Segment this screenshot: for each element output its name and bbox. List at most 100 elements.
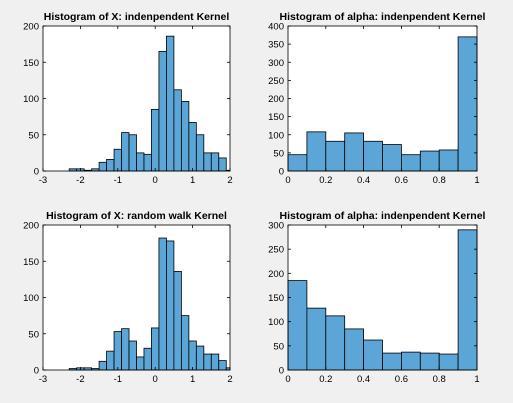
histogram-bar <box>128 134 137 172</box>
histogram-bar <box>180 101 190 172</box>
histogram-bar <box>173 270 182 371</box>
histogram-bar <box>188 122 197 172</box>
histogram-bar <box>195 345 205 371</box>
y-tick-label: 100 <box>268 317 284 328</box>
y-tick-label: 50 <box>273 148 284 159</box>
histogram-bar <box>188 340 197 371</box>
y-tick-label: 100 <box>268 130 284 141</box>
histogram-bar <box>210 353 220 371</box>
y-tick-label: 0 <box>34 167 39 178</box>
y-tick-label: 300 <box>268 221 284 232</box>
x-tick-label: 0.8 <box>433 374 446 385</box>
y-tick-label: 50 <box>28 329 39 340</box>
histogram-bar <box>113 331 122 371</box>
y-tick-label: 0 <box>34 366 39 377</box>
x-tick-label: 1 <box>474 175 479 186</box>
y-tick-label: 350 <box>268 40 284 51</box>
x-tick-label: 0.6 <box>395 374 408 385</box>
histogram-bar <box>218 157 227 172</box>
histogram-panel-4: 0 0.2 0.4 0.6 0.8 1 0 50 100 150 200 250 300Histogra… <box>268 210 485 385</box>
histogram-bar <box>438 149 459 172</box>
histogram-bar <box>306 307 327 371</box>
histogram-bar <box>438 353 459 371</box>
y-tick-label: 250 <box>268 76 284 87</box>
histogram-bar <box>180 315 190 371</box>
x-tick-label: 0.6 <box>395 175 408 186</box>
y-tick-label: 200 <box>23 22 39 33</box>
histogram-bar <box>143 347 152 371</box>
histogram-bar <box>151 327 160 371</box>
x-tick-label: 0.2 <box>319 175 332 186</box>
y-tick-label: 200 <box>268 269 284 280</box>
y-tick-label: 50 <box>273 341 284 352</box>
histogram-bar <box>382 144 402 172</box>
histogram-bar <box>166 35 175 172</box>
histogram-bar <box>203 353 212 371</box>
histogram-bar <box>106 158 115 172</box>
x-tick-label: -1 <box>114 175 122 186</box>
histogram-bar <box>363 339 383 371</box>
chart-title: Histogram of X: random walk Kernel <box>46 210 227 222</box>
y-tick-label: 50 <box>28 130 39 141</box>
y-tick-label: 150 <box>23 257 39 268</box>
histogram-bar <box>419 352 440 371</box>
histogram-panel-2: 0 0.2 0.4 0.6 0.8 1 0 50 100 150 200 250 300 350 400Hi… <box>268 11 485 186</box>
histogram-bar <box>166 240 175 371</box>
histogram-bar <box>128 340 137 371</box>
x-tick-label: 0 <box>285 374 290 385</box>
x-tick-label: 1 <box>474 374 479 385</box>
histogram-bar <box>98 360 107 371</box>
histogram-panel-3: -3 -2 -1 0 1 2 0 50 100 150 200 Histogram of X: ran… <box>23 210 233 385</box>
x-tick-label: 0.8 <box>433 175 446 186</box>
histogram-bar <box>121 132 130 172</box>
x-tick-label: -3 <box>39 175 47 186</box>
histogram-bar <box>382 352 402 371</box>
histogram-bar <box>113 148 122 172</box>
histogram-bar <box>400 351 421 371</box>
x-tick-label: 0.4 <box>357 175 370 186</box>
y-tick-label: 400 <box>268 22 284 33</box>
histogram-bar <box>306 131 327 172</box>
y-tick-label: 0 <box>279 167 284 178</box>
histogram-bar <box>363 140 383 172</box>
histogram-bar <box>136 152 145 172</box>
y-tick-label: 150 <box>268 293 284 304</box>
y-tick-label: 300 <box>268 58 284 69</box>
x-tick-label: 0 <box>153 175 158 186</box>
x-tick-label: -1 <box>114 374 122 385</box>
x-tick-label: 1 <box>190 175 195 186</box>
y-tick-label: 150 <box>23 58 39 69</box>
histogram-bar <box>344 132 365 172</box>
x-tick-label: 0 <box>153 374 158 385</box>
histogram-bar <box>143 153 152 172</box>
x-tick-label: -2 <box>76 175 84 186</box>
histogram-bar <box>173 89 182 172</box>
histogram-bar <box>400 154 421 172</box>
chart-title: Histogram of alpha: indenpendent Kernel <box>280 11 486 23</box>
histogram-bar <box>419 150 440 172</box>
chart-title: Histogram of X: indenpendent Kernel <box>44 11 230 23</box>
histogram-bar <box>195 134 205 172</box>
histogram-bar <box>106 350 115 371</box>
y-tick-label: 0 <box>279 366 284 377</box>
histogram-bar <box>210 152 220 172</box>
x-tick-label: -3 <box>39 374 47 385</box>
histogram-bar <box>151 108 160 172</box>
x-tick-label: 2 <box>227 374 232 385</box>
histogram-bar <box>287 154 308 172</box>
histogram-bar <box>344 328 365 371</box>
histogram-bar <box>457 36 478 172</box>
y-tick-label: 150 <box>268 112 284 123</box>
histogram-bar <box>158 237 167 371</box>
histogram-panel-1: -3 -2 -1 0 1 2 0 50 100 150 200 Histogram of X: ind… <box>23 11 233 186</box>
histogram-bar <box>325 315 346 371</box>
x-tick-label: 0 <box>285 175 290 186</box>
y-tick-label: 200 <box>268 94 284 105</box>
histogram-bar <box>287 280 308 371</box>
x-tick-label: 0.2 <box>319 374 332 385</box>
histogram-bar <box>325 140 346 172</box>
y-tick-label: 200 <box>23 221 39 232</box>
histogram-bar <box>457 229 478 371</box>
histogram-bar <box>98 161 107 172</box>
